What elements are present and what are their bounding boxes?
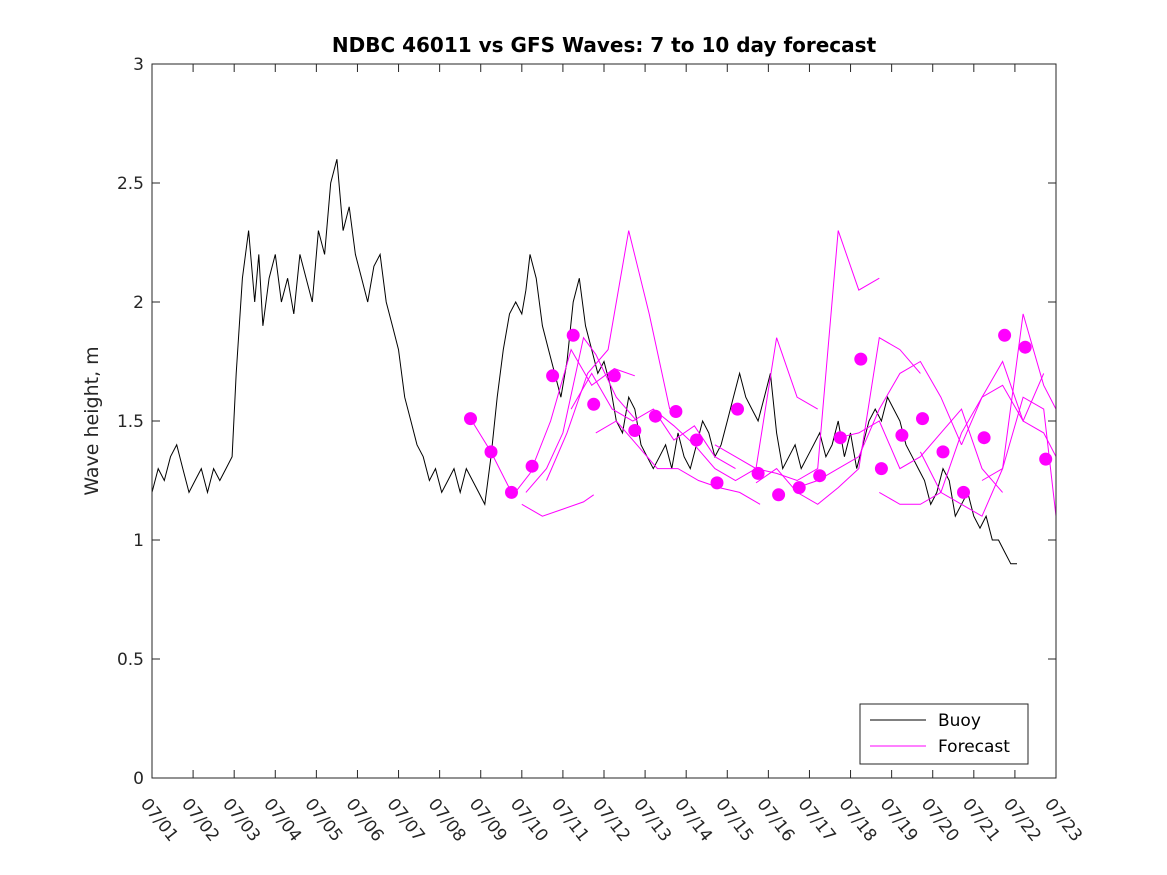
forecast-line: [652, 337, 818, 482]
forecast-point: [648, 409, 662, 423]
forecast-point: [710, 476, 724, 490]
y-tick-label: 1.5: [117, 412, 144, 432]
legend-buoy-label: Buoy: [938, 711, 981, 731]
forecast-point: [628, 424, 642, 437]
plot-area: [152, 64, 1056, 778]
forecast-line: [838, 408, 1003, 493]
forecast-point: [813, 469, 827, 483]
forecast-line: [981, 396, 1057, 517]
y-tick-label: 2.5: [117, 174, 144, 194]
forecast-line: [595, 420, 761, 505]
y-tick-label: 1: [133, 531, 144, 551]
y-axis-label: Wave height, m: [81, 346, 103, 495]
y-tick-label: 2: [133, 293, 144, 313]
forecast-line: [755, 336, 921, 505]
forecast-point: [874, 462, 888, 476]
y-axis-ticks: 0 0.5 1 1.5 2 2.5 3: [117, 55, 1056, 789]
forecast-line: [714, 230, 880, 482]
forecast-point: [607, 369, 621, 383]
forecast-point: [505, 485, 518, 499]
forecast-line: [879, 373, 1045, 505]
forecast-point: [854, 352, 868, 366]
forecast-point: [895, 428, 909, 442]
forecast-point: [936, 445, 950, 459]
forecast-point: [525, 459, 539, 473]
legend-forecast-label: Forecast: [938, 737, 1010, 757]
forecast-line: [511, 348, 635, 498]
forecast-point: [669, 405, 683, 418]
forecast-point: [1039, 452, 1053, 466]
forecast-point: [916, 412, 929, 426]
forecast-line: [961, 360, 1057, 457]
forecast-point: [464, 412, 477, 426]
buoy-series: [151, 159, 1017, 565]
legend-box: [859, 703, 1029, 765]
forecast-point: [772, 488, 786, 502]
forecast-point: [833, 431, 847, 445]
forecast-point: [1018, 340, 1032, 354]
forecast-point: [792, 481, 806, 495]
y-tick-label: 0.5: [117, 650, 144, 670]
y-tick-label: 0: [133, 769, 144, 789]
forecast-point: [690, 433, 703, 447]
forecast-point: [998, 328, 1012, 342]
forecast-line: [919, 313, 1057, 517]
chart-title: NDBC 46011 vs GFS Waves: 7 to 10 day for…: [332, 33, 877, 57]
forecast-point: [977, 431, 991, 445]
forecast-point: [546, 369, 560, 383]
forecast-point: [484, 445, 498, 459]
forecast-point: [957, 485, 970, 499]
forecast-point: [751, 466, 765, 480]
legend: Buoy Forecast: [859, 703, 1029, 765]
y-tick-label: 3: [133, 55, 144, 75]
forecast-line: [521, 494, 594, 517]
forecast-point: [566, 328, 580, 342]
forecast-point: [587, 397, 601, 411]
forecast-line: [546, 230, 671, 481]
buoy-line: [151, 159, 1017, 565]
forecast-series-points: [464, 328, 1053, 502]
forecast-point: [731, 402, 744, 416]
axes-box: [151, 63, 1057, 779]
forecast-line: [525, 336, 638, 493]
